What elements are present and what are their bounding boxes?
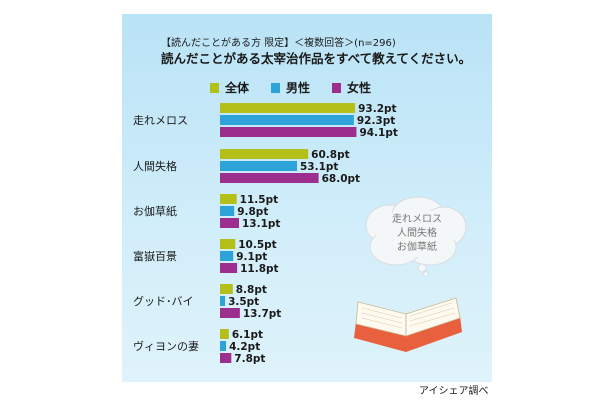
- legend-item-dansei: 男性: [271, 79, 310, 96]
- data-label-dansei: 92.3pt: [357, 115, 395, 127]
- bar-josei: [220, 263, 238, 273]
- legend-swatch-josei: [332, 82, 342, 93]
- data-label-dansei: 3.5pt: [228, 296, 259, 308]
- bar-dansei: [220, 161, 297, 171]
- bar-zentai: [220, 149, 309, 159]
- legend-swatch-dansei: [271, 82, 281, 93]
- chart-subtitle: 【読んだことがある方 限定】＜複数回答＞(n=296): [161, 38, 396, 49]
- data-label-josei: 68.0pt: [322, 173, 360, 185]
- bar-josei: [220, 127, 357, 137]
- bar-dansei: [220, 341, 227, 351]
- legend-label-dansei: 男性: [286, 81, 311, 95]
- category-label: 富嶽百景: [133, 249, 177, 263]
- data-label-dansei: 9.1pt: [236, 251, 267, 263]
- bar-dansei: [220, 251, 234, 261]
- bar-zentai: [220, 194, 237, 204]
- legend-item-zentai: 全体: [210, 79, 249, 96]
- bar-josei: [220, 173, 319, 183]
- data-label-zentai: 6.1pt: [232, 329, 263, 341]
- data-label-josei: 94.1pt: [359, 127, 397, 139]
- cloud-line-3: お伽草紙: [397, 242, 437, 253]
- category-label: 人間失格: [133, 159, 177, 173]
- data-label-zentai: 60.8pt: [311, 149, 349, 161]
- data-label-josei: 7.8pt: [234, 353, 265, 365]
- category-label: 走れメロス: [133, 114, 188, 127]
- legend-label-josei: 女性: [347, 81, 372, 95]
- data-label-dansei: 9.8pt: [237, 206, 268, 218]
- bar-josei: [220, 308, 240, 318]
- bar-dansei: [220, 206, 235, 216]
- source-credit: アイシェア調べ: [419, 386, 489, 397]
- cloud-text: 走れメロス 人間失格 お伽草紙: [382, 213, 452, 255]
- data-label-josei: 11.8pt: [240, 263, 278, 275]
- data-label-josei: 13.1pt: [242, 218, 280, 230]
- legend-swatch-zentai: [210, 82, 219, 93]
- data-label-zentai: 93.2pt: [358, 103, 396, 115]
- cloud-line-2: 人間失格: [397, 228, 437, 239]
- category-label: お伽草紙: [133, 204, 177, 218]
- bar-dansei: [220, 296, 226, 306]
- category-label: グッド･バイ: [133, 294, 194, 308]
- data-label-zentai: 11.5pt: [240, 194, 278, 206]
- bar-zentai: [220, 329, 229, 339]
- data-label-zentai: 10.5pt: [238, 239, 276, 251]
- cloud-line-1: 走れメロス: [392, 214, 442, 225]
- open-book-icon: [354, 297, 462, 352]
- data-label-zentai: 8.8pt: [236, 284, 267, 296]
- legend: 全体 男性 女性: [210, 79, 371, 96]
- data-label-dansei: 4.2pt: [229, 341, 260, 353]
- thought-cloud-icon: [365, 196, 467, 275]
- bar-josei: [220, 353, 232, 363]
- legend-item-josei: 女性: [332, 79, 371, 96]
- chart-title: 読んだことがある太宰治作品をすべて教えてください。: [161, 51, 472, 66]
- bar-dansei: [220, 115, 354, 125]
- bar-zentai: [220, 239, 236, 249]
- bar-zentai: [220, 284, 233, 294]
- category-label: ヴィヨンの妻: [133, 339, 199, 353]
- bar-josei: [220, 218, 239, 228]
- data-label-dansei: 53.1pt: [300, 161, 338, 173]
- legend-label-zentai: 全体: [225, 81, 250, 95]
- bar-zentai: [220, 103, 356, 113]
- data-label-josei: 13.7pt: [243, 308, 281, 320]
